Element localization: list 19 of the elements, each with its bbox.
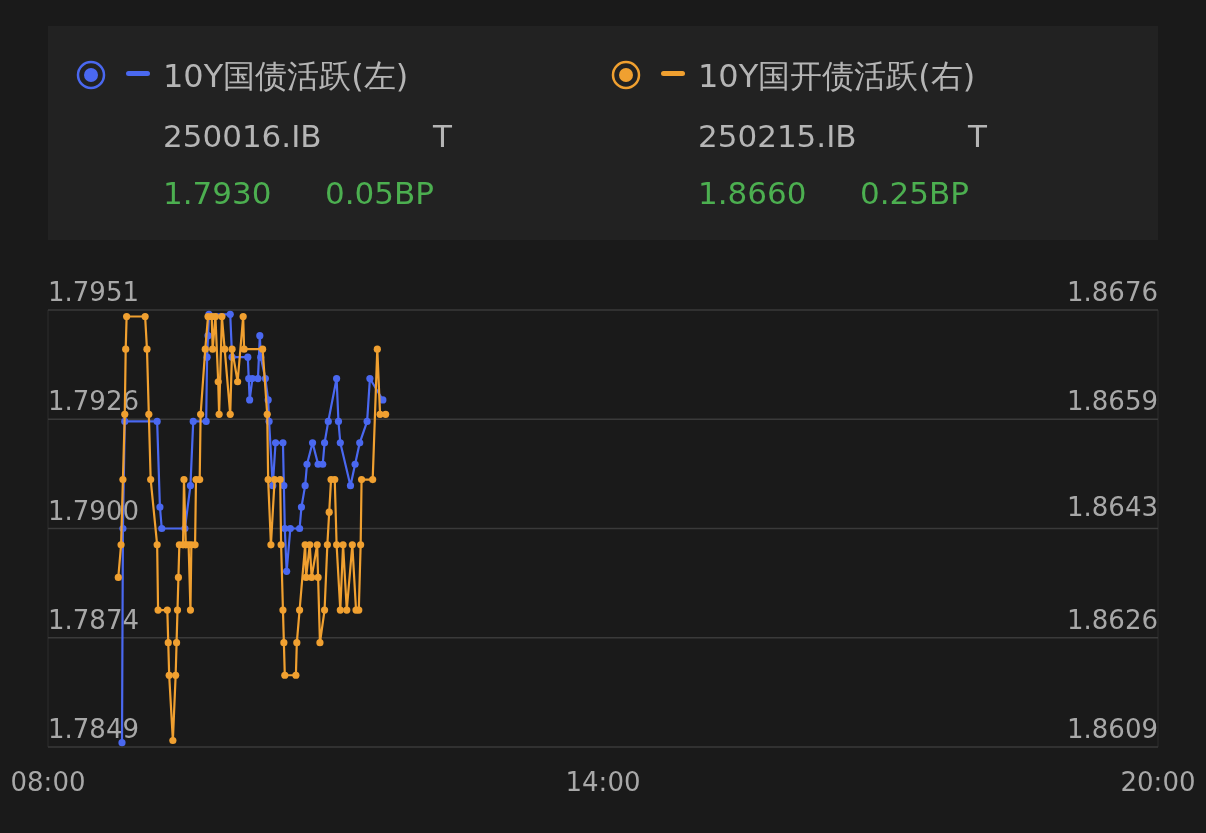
text: 0.05BP [325,175,434,211]
legend-label: 10Y国开债活跃(右) [698,57,976,95]
text: 1.8660 [698,175,807,211]
text: 0.25BP [860,175,969,211]
x-tick-label: 08:00 [10,767,86,797]
x-tick-label: 20:00 [1120,767,1196,797]
y2-tick-label: 1.8659 [1067,386,1158,417]
y2-tick-label: 1.8626 [1067,604,1158,635]
text: T [432,118,453,154]
text: T [967,118,988,154]
y-tick-label: 1.7951 [48,277,139,307]
text: 250016.IB [163,118,322,154]
text: 1.7930 [163,175,272,211]
y2-tick-label: 1.8643 [1067,492,1158,523]
x-tick-label: 14:00 [565,767,641,797]
y2-tick-label: 1.8676 [1067,277,1158,307]
text: 250215.IB [698,118,857,154]
legend-label: 10Y国债活跃(左) [163,57,409,95]
y2-tick-label: 1.8609 [1067,714,1158,744]
